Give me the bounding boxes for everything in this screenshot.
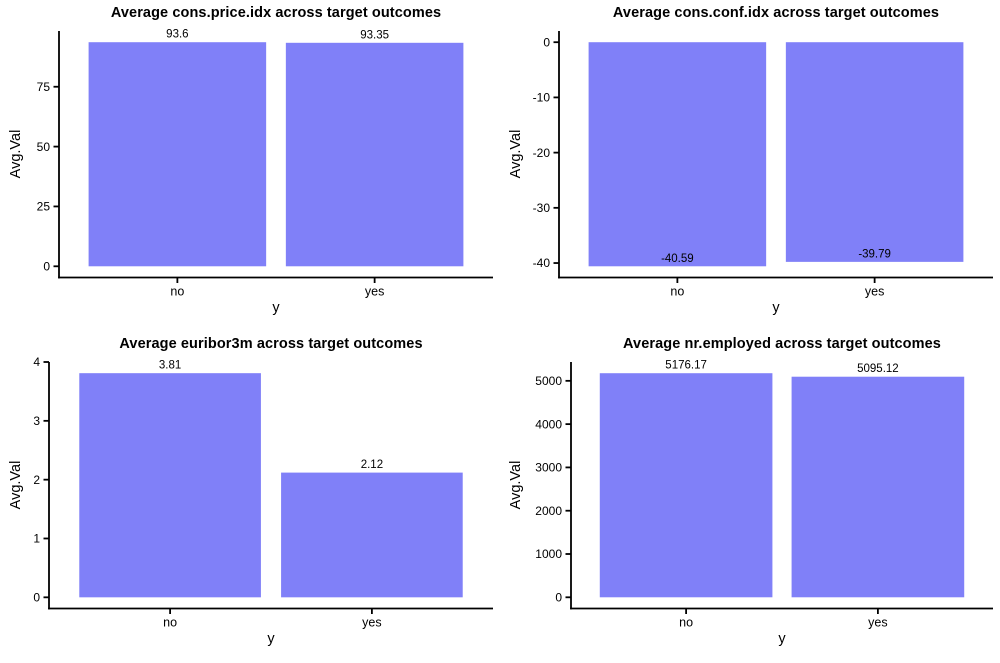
bar-value-label: 93.6 — [166, 29, 188, 41]
bar-value-label: -39.79 — [858, 248, 891, 260]
y-axis-title: Avg.Val — [8, 460, 24, 510]
chart-panel-nr-employed: Average nr.employed across target outcom… — [500, 331, 1000, 662]
chart-title: Average cons.price.idx across target out… — [110, 5, 442, 21]
y-tick-label: 1000 — [535, 547, 562, 561]
bar-no — [88, 42, 267, 267]
y-tick-label: 50 — [37, 140, 51, 154]
bar-yes — [785, 42, 964, 262]
bar-yes — [281, 472, 463, 598]
x-axis-title: y — [272, 300, 280, 316]
chart-panel-cons-price-idx: Average cons.price.idx across target out… — [0, 0, 500, 331]
chart-title: Average cons.conf.idx across target outc… — [612, 5, 940, 21]
y-tick-label: 4000 — [535, 417, 562, 431]
y-tick-label: 0 — [543, 35, 550, 49]
y-axis-title: Avg.Val — [508, 460, 524, 510]
y-tick-label: -30 — [533, 201, 551, 215]
y-tick-label: 2000 — [535, 504, 562, 518]
bar-value-label: 93.35 — [360, 29, 389, 41]
chart-title: Average euribor3m across target outcomes — [119, 336, 423, 352]
x-axis-title: y — [267, 631, 275, 647]
x-axis-title: y — [778, 631, 786, 647]
y-tick-label: 1 — [33, 532, 40, 546]
chart-panel-euribor3m: Average euribor3m across target outcomes… — [0, 331, 500, 662]
y-axis-title: Avg.Val — [8, 129, 24, 179]
y-tick-label: 5000 — [535, 374, 562, 388]
y-tick-label: 4 — [33, 355, 40, 369]
y-tick-label: 0 — [43, 259, 50, 273]
y-tick-label: 3000 — [535, 461, 562, 475]
bar-value-label: 5176.17 — [665, 360, 707, 372]
x-tick-label: yes — [365, 285, 384, 299]
y-tick-label: -20 — [533, 146, 551, 160]
bar-no — [588, 42, 767, 267]
plot-area: 5176.17 no 5095.12 yes 0 1000 2000 3000 4000 5000 — [535, 360, 993, 630]
bar-yes — [285, 42, 464, 267]
y-tick-label: -40 — [533, 256, 551, 270]
bar-value-label: 3.81 — [159, 360, 181, 372]
chart-panel-cons-conf-idx: Average cons.conf.idx across target outc… — [500, 0, 1000, 331]
x-tick-label: no — [170, 285, 184, 299]
y-tick-label: 0 — [33, 591, 40, 605]
bar-value-label: -40.59 — [661, 253, 694, 265]
bar-value-label: 5095.12 — [857, 363, 899, 375]
x-tick-label: yes — [868, 616, 887, 630]
y-tick-label: 2 — [33, 473, 40, 487]
bar-no — [599, 373, 773, 598]
x-axis-title: y — [772, 300, 780, 316]
x-tick-label: yes — [865, 285, 884, 299]
bar-yes — [791, 376, 965, 598]
plot-area: 3.81 no 2.12 yes 0 1 2 3 4 — [33, 355, 493, 630]
x-tick-label: yes — [362, 616, 381, 630]
chart-title: Average nr.employed across target outcom… — [623, 336, 941, 352]
y-tick-label: 25 — [37, 200, 51, 214]
y-tick-label: 3 — [33, 414, 40, 428]
x-tick-label: no — [163, 616, 177, 630]
bar-no — [79, 373, 261, 598]
y-axis-title: Avg.Val — [508, 129, 524, 179]
y-tick-label: -10 — [533, 91, 551, 105]
plot-area: 93.6 no 93.35 yes 0 25 50 75 — [37, 29, 493, 299]
bar-value-label: 2.12 — [361, 459, 383, 471]
y-tick-label: 0 — [555, 590, 562, 604]
plot-area: -40.59 no -39.79 yes 0 -10 -20 -30 -40 — [533, 31, 993, 299]
x-tick-label: no — [679, 616, 693, 630]
y-tick-label: 75 — [37, 80, 51, 94]
x-tick-label: no — [670, 285, 684, 299]
